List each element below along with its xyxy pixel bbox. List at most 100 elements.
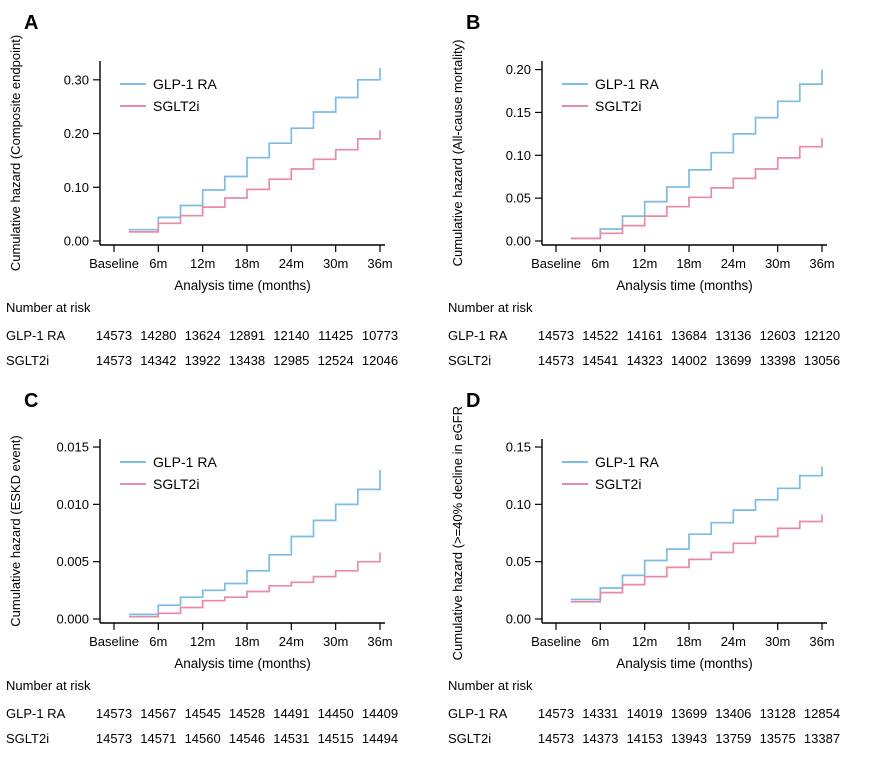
x-tick-label: 36m: [367, 634, 392, 649]
series-line-glp-1-ra: [128, 68, 381, 231]
panel-b-label: B: [466, 12, 481, 34]
risk-row-glp-1-ra: GLP-1 RA 14573 14331 14019 13699 13406 13128 12…: [442, 706, 884, 722]
risk-count: 14002: [670, 353, 708, 368]
y-tick-label: 0.00: [506, 612, 531, 627]
y-tick-label: 0.00: [506, 234, 531, 249]
x-tick-label: 12m: [190, 256, 215, 271]
y-tick-label: 0.10: [506, 148, 531, 163]
risk-count: 12120: [803, 328, 841, 343]
series-line-sglt2i: [570, 514, 823, 603]
panel-b-chart: 0.00 0.05 0.10 0.15 0.20 Baseline 6m 12m 18m 24m 3…: [450, 40, 835, 293]
risk-count: 12891: [228, 328, 266, 343]
x-axis-title: Analysis time (months): [616, 278, 753, 293]
risk-count: 13922: [184, 353, 221, 368]
y-tick-label: 0.20: [64, 126, 89, 141]
panel-d-label: D: [466, 390, 481, 412]
risk-count: 14573: [537, 328, 575, 343]
risk-count: 14522: [582, 328, 619, 343]
risk-count: 14331: [582, 706, 619, 721]
x-tick-label: 12m: [632, 634, 657, 649]
y-tick-label: 0.005: [56, 554, 89, 569]
y-tick-label: 0.30: [64, 72, 89, 87]
x-tick-label: 30m: [323, 256, 348, 271]
y-tick-label: 0.10: [64, 180, 89, 195]
x-tick-label: 6m: [591, 256, 609, 271]
risk-count: 12046: [361, 353, 399, 368]
risk-row-sglt2i: SGLT2i 14573 14571 14560 14546 14531 14515 1449…: [0, 731, 442, 747]
risk-count: 14515: [317, 731, 354, 746]
x-tick-label: 36m: [367, 256, 392, 271]
series-line-glp-1-ra: [570, 69, 823, 240]
x-tick-label: 18m: [234, 634, 259, 649]
risk-count: 14567: [140, 706, 177, 721]
y-tick-label: 0.05: [506, 554, 531, 569]
legend-label: GLP-1 RA: [153, 76, 217, 92]
risk-count: 12985: [273, 353, 310, 368]
x-tick-label: Baseline: [531, 634, 581, 649]
y-tick-label: 0.20: [506, 62, 531, 77]
risk-count: 13387: [803, 731, 841, 746]
risk-count: 14573: [95, 706, 133, 721]
risk-count: 14494: [361, 731, 399, 746]
risk-row-label: SGLT2i: [448, 353, 492, 368]
risk-row-sglt2i: SGLT2i 14573 14342 13922 13438 12985 12524 1204…: [0, 353, 442, 369]
legend-label: GLP-1 RA: [595, 454, 659, 470]
y-tick-label: 0.000: [56, 612, 89, 627]
risk-count: 14161: [626, 328, 663, 343]
risk-count: 14528: [228, 706, 266, 721]
x-tick-label: Baseline: [531, 256, 581, 271]
risk-count: 14573: [95, 353, 133, 368]
risk-row-label: GLP-1 RA: [448, 328, 508, 343]
risk-count: 12524: [317, 353, 354, 368]
x-tick-label: 30m: [323, 634, 348, 649]
panel-d: D 0.00 0.05 0.10 0.15 Baseline 6m 12m 18m 24m 30m…: [442, 386, 885, 764]
risk-count: 10773: [361, 328, 399, 343]
number-at-risk-title: Number at risk: [6, 678, 91, 693]
x-axis-title: Analysis time (months): [174, 278, 311, 293]
x-axis-title: Analysis time (months): [174, 656, 311, 671]
panel-a: A 0.00 0.10 0.20 0.30 Baseline 6m 12m 18m 24m 30m…: [0, 8, 442, 386]
risk-row-sglt2i: SGLT2i 14573 14373 14153 13943 13759 13575 1338…: [442, 731, 884, 747]
x-tick-label: 18m: [676, 634, 701, 649]
risk-count: 14342: [140, 353, 177, 368]
panel-c-chart: 0.000 0.005 0.010 0.015 Baseline 6m 12m 18m 24m 3…: [8, 435, 393, 671]
risk-count: 13136: [715, 328, 752, 343]
number-at-risk-title: Number at risk: [448, 678, 533, 693]
x-tick-label: 12m: [190, 634, 215, 649]
risk-count: 13128: [759, 706, 796, 721]
risk-row-label: SGLT2i: [6, 731, 50, 746]
y-tick-label: 0.00: [64, 234, 89, 249]
risk-count: 14153: [626, 731, 663, 746]
x-tick-label: Baseline: [89, 634, 139, 649]
risk-count: 12603: [759, 328, 796, 343]
y-axis-title: Cumulative hazard (ESKD event): [8, 435, 23, 626]
x-tick-label: 12m: [632, 256, 657, 271]
risk-count: 14573: [537, 731, 575, 746]
x-tick-label: Baseline: [89, 256, 139, 271]
risk-count: 14491: [273, 706, 310, 721]
series-line-glp-1-ra: [128, 470, 381, 616]
panel-c: C 0.000 0.005 0.010 0.015 Baseline 6m 12m 18m 24…: [0, 386, 442, 764]
y-tick-label: 0.15: [506, 440, 531, 455]
risk-count: 13575: [759, 731, 796, 746]
panel-a-chart: 0.00 0.10 0.20 0.30 Baseline 6m 12m 18m 24m 30m 36…: [8, 35, 393, 293]
number-at-risk-title: Number at risk: [448, 300, 533, 315]
risk-count: 13699: [670, 706, 708, 721]
number-at-risk-title: Number at risk: [6, 300, 91, 315]
x-tick-label: 30m: [765, 256, 790, 271]
risk-row-glp-1-ra: GLP-1 RA 14573 14280 13624 12891 12140 11425 10…: [0, 328, 442, 344]
risk-count: 14373: [582, 731, 619, 746]
x-tick-label: 30m: [765, 634, 790, 649]
x-tick-label: 24m: [721, 634, 746, 649]
risk-count: 13684: [670, 328, 708, 343]
panel-c-label: C: [24, 390, 39, 412]
x-axis-title: Analysis time (months): [616, 656, 753, 671]
risk-count: 13624: [184, 328, 221, 343]
risk-count: 11425: [318, 328, 354, 343]
x-tick-label: 24m: [279, 256, 304, 271]
panel-c-risk-table: Number at risk GLP-1 RA 14573 14567 14545 14…: [0, 674, 442, 760]
panel-a-label: A: [24, 12, 39, 34]
x-tick-label: 6m: [149, 256, 167, 271]
risk-count: 13398: [759, 353, 796, 368]
